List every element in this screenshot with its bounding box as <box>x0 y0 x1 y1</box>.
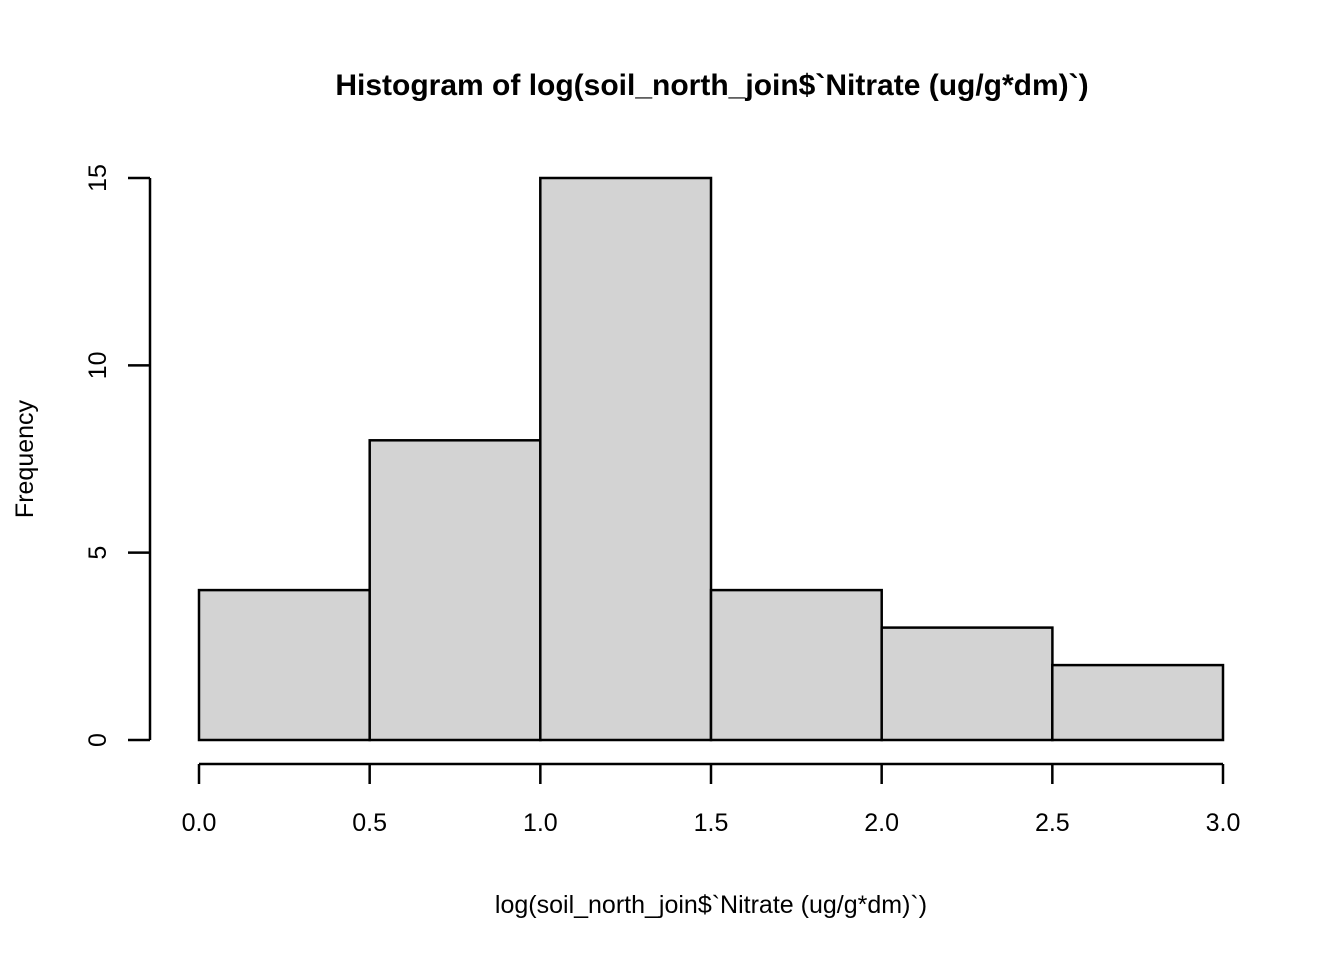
histogram-bar <box>197 588 371 742</box>
x-tick-label: 2.0 <box>864 809 899 837</box>
histogram-bar <box>880 626 1054 742</box>
y-axis: 0 5 10 15 <box>84 164 152 747</box>
x-tick-label: 0.5 <box>352 809 387 837</box>
chart-title: Histogram of log(soil_north_join$`Nitrat… <box>335 69 1088 102</box>
x-tick-label: 3.0 <box>1206 809 1241 837</box>
x-axis-title: log(soil_north_join$`Nitrate (ug/g*dm)`) <box>495 891 927 919</box>
x-axis: 0.0 0.5 1.0 1.5 2.0 2.5 3.0 <box>182 762 1241 837</box>
x-tick-label: 1.5 <box>694 809 729 837</box>
histogram-bar <box>539 176 713 742</box>
x-tick-label: 0.0 <box>182 809 217 837</box>
y-axis-title: Frequency <box>11 399 39 518</box>
histogram-bar <box>709 588 883 742</box>
y-tick-label: 5 <box>84 546 112 560</box>
y-tick-label: 0 <box>84 733 112 747</box>
y-tick-label: 10 <box>84 351 112 379</box>
x-tick-label: 1.0 <box>523 809 558 837</box>
y-tick-label: 15 <box>84 164 112 192</box>
histogram-bar <box>1051 663 1225 742</box>
histogram-bar <box>368 439 542 742</box>
bars-group <box>197 176 1225 742</box>
x-tick-label: 2.5 <box>1035 809 1070 837</box>
